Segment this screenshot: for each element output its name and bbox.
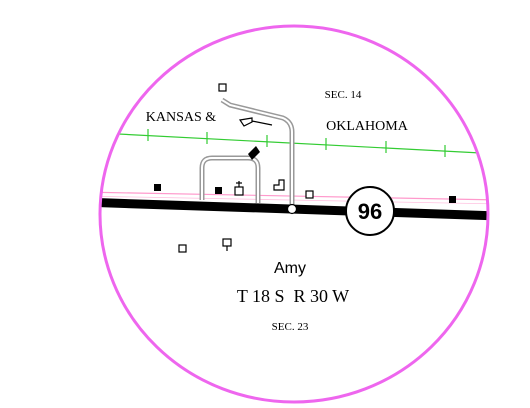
map-circle-border — [98, 24, 490, 404]
church-icon — [234, 181, 244, 196]
highway-shield — [345, 186, 395, 236]
map-content — [100, 83, 488, 253]
township-range-label: T 18 S R 30 W — [237, 286, 349, 306]
road-loop — [199, 155, 261, 203]
elevator-icon — [248, 146, 260, 160]
building-icon — [215, 187, 222, 194]
building-icon — [218, 83, 227, 92]
cemetery-icon — [222, 238, 232, 251]
grain-elevator-icon — [238, 117, 273, 127]
highway-number: 96 — [358, 199, 382, 224]
building-icon — [305, 190, 314, 199]
section-label-south: SEC. 23 — [272, 321, 309, 333]
building-icon — [449, 196, 456, 203]
building-icon — [178, 244, 187, 253]
railroad-ticks — [147, 129, 446, 157]
junction-dot — [286, 203, 298, 215]
town-label: Amy — [274, 260, 306, 277]
section-label-north: SEC. 14 — [325, 89, 362, 101]
road-north-inner — [221, 99, 293, 207]
railroad-label-west: KANSAS & — [146, 110, 217, 125]
building-icon — [273, 179, 285, 191]
railroad-label-east: OKLAHOMA — [326, 119, 409, 134]
road-loop-inner — [201, 157, 259, 203]
building-icon — [154, 184, 161, 191]
